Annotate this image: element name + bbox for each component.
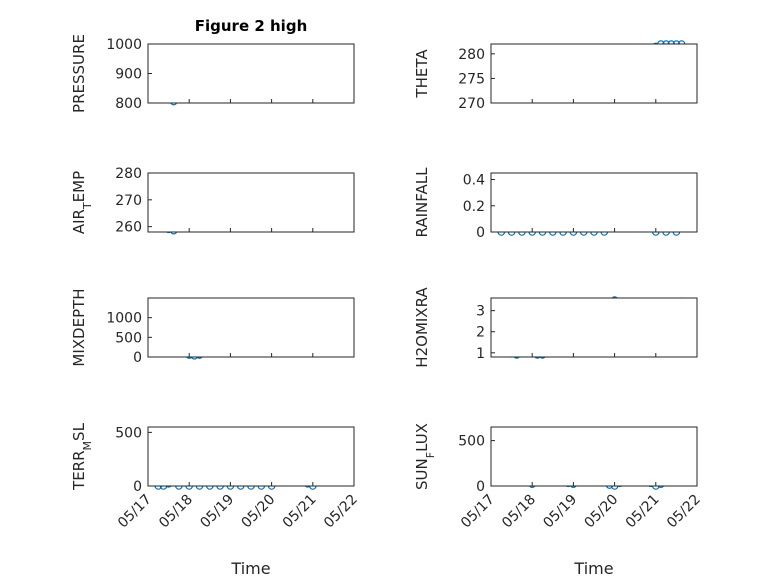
panel-5: 1 2 3 H2OMIXRA <box>413 287 698 368</box>
axes-frame-4 <box>147 297 355 358</box>
y-tick-label-2-2: 280 <box>115 166 142 182</box>
y-tick-label-6-1: 500 <box>115 425 142 441</box>
axes-frame-3 <box>490 172 698 233</box>
panel-0: 800 900 1000 PRESSURE <box>70 34 355 113</box>
x-tick-label-7-5: 05/22 <box>664 492 704 532</box>
x-tick-label-6-1: 05/18 <box>156 492 196 532</box>
y-axis-label-1: THETA <box>413 49 431 99</box>
y-tick-label-7-0: 0 <box>476 479 485 495</box>
x-tick-label-6-4: 05/21 <box>280 492 320 532</box>
x-tick-label-6-3: 05/20 <box>239 492 279 532</box>
y-tick-label-3-2: 0.4 <box>463 173 485 189</box>
x-tick-label-7-4: 05/21 <box>623 492 663 532</box>
y-tick-label-4-1: 500 <box>115 330 142 346</box>
x-tick-label-6-5: 05/22 <box>321 492 361 532</box>
figure-title: Figure 2 high <box>195 17 308 35</box>
x-tick-label-7-0: 05/17 <box>458 492 498 532</box>
y-tick-label-1-2: 280 <box>458 47 485 63</box>
x-tick-label-7-1: 05/18 <box>499 492 539 532</box>
y-axis-label-7: SUNFLUX <box>413 423 437 490</box>
y-axis-label-6: TERRMSL <box>70 422 94 491</box>
y-tick-label-1-0: 270 <box>458 96 485 112</box>
panel-4: 0 500 1000 MIXDEPTH <box>70 288 355 367</box>
y-tick-label-7-1: 500 <box>458 434 485 450</box>
panel-6: 0 500 05/17 05/18 05/19 05/20 05/21 05/22 TERRMS… <box>70 422 361 531</box>
y-tick-label-5-2: 3 <box>476 304 485 320</box>
x-tick-label-7-2: 05/19 <box>540 492 580 532</box>
y-tick-label-0-0: 800 <box>115 96 142 112</box>
axes-frame-2 <box>147 172 355 233</box>
y-tick-label-4-2: 1000 <box>106 311 142 327</box>
y-tick-label-3-0: 0 <box>476 225 485 241</box>
y-tick-label-1-1: 275 <box>458 71 485 87</box>
x-tick-label-6-0: 05/17 <box>115 492 155 532</box>
axes-frame-7 <box>490 426 698 487</box>
axes-frame-0 <box>147 43 355 104</box>
y-axis-label-2: AIRTEMP <box>70 171 94 234</box>
panel-2: 260 270 280 AIRTEMP <box>70 166 355 236</box>
axes-frame-1 <box>490 43 698 104</box>
y-axis-label-5: H2OMIXRA <box>413 287 431 368</box>
y-axis-label-3: RAINFALL <box>413 167 431 238</box>
y-tick-label-2-1: 270 <box>115 193 142 209</box>
y-tick-label-5-1: 2 <box>476 325 485 341</box>
x-axis-label-left: Time <box>230 559 270 578</box>
y-axis-label-4: MIXDEPTH <box>70 288 88 366</box>
y-tick-label-0-2: 1000 <box>106 37 142 53</box>
panel-1: 270 275 280 THETA <box>413 40 698 112</box>
y-tick-label-2-0: 260 <box>115 220 142 236</box>
axes-frame-5 <box>490 297 698 358</box>
x-tick-label-6-2: 05/19 <box>197 492 237 532</box>
y-tick-label-3-1: 0.2 <box>463 199 485 215</box>
y-axis-label-0: PRESSURE <box>70 34 88 113</box>
panel-7: 0 500 05/17 05/18 05/19 05/20 05/21 05/22 SUNFLU… <box>413 423 704 531</box>
y-tick-label-0-1: 900 <box>115 67 142 83</box>
y-tick-label-5-0: 1 <box>476 346 485 362</box>
axes-frame-6 <box>147 426 355 487</box>
x-tick-label-7-3: 05/20 <box>582 492 622 532</box>
y-tick-label-6-0: 0 <box>133 479 142 495</box>
panel-3: 0 0.2 0.4 RAINFALL <box>413 167 698 241</box>
y-tick-label-4-0: 0 <box>133 350 142 366</box>
x-axis-label-right: Time <box>573 559 613 578</box>
